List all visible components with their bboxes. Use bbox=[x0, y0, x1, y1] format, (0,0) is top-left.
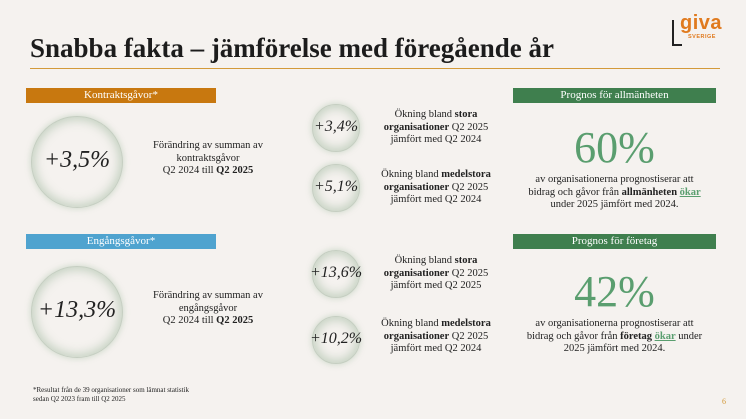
single-desc-line1: Förändring av summan av bbox=[153, 290, 263, 301]
company-forecast-percent: 42% bbox=[574, 267, 655, 316]
contract-large-l2: Q2 2025 bbox=[449, 121, 489, 133]
contract-large-description: Ökning bland stora organisationer Q2 202… bbox=[366, 109, 506, 147]
contract-medium-l2-bold: organisationer bbox=[383, 181, 450, 193]
contract-total-description: Förändring av summan av kontraktsgåvor Q… bbox=[138, 140, 278, 178]
contract-desc-line3: Q2 2024 till bbox=[162, 165, 217, 176]
contract-desc-line1: Förändring av summan av bbox=[153, 140, 263, 151]
footnote: *Resultat från de 39 organisationer som … bbox=[33, 386, 189, 404]
logo-subtitle: SVERIGE bbox=[688, 34, 716, 40]
contract-medium-description: Ökning bland medelstora organisationer Q… bbox=[366, 169, 506, 207]
page-number: 6 bbox=[722, 397, 726, 406]
single-desc-line2: engångsgåvor bbox=[178, 302, 238, 314]
contract-medium-l2: Q2 2025 bbox=[449, 181, 489, 193]
page-title: Snabba fakta – jämförelse med föregående… bbox=[30, 33, 554, 63]
public-forecast-banner: Prognos för allmänheten bbox=[513, 88, 716, 103]
contract-medium-ring: +5,1% bbox=[312, 164, 360, 212]
single-medium-l3: jämfört med Q2 2024 bbox=[390, 343, 482, 354]
single-medium-ring: +10,2% bbox=[310, 316, 362, 364]
public-forecast-l2b: allmänheten bbox=[621, 186, 678, 198]
contract-total-value: +3,5% bbox=[43, 147, 111, 173]
logo-hook-icon bbox=[672, 20, 682, 46]
logo-name: giva bbox=[680, 12, 723, 34]
company-forecast-l2b: företag bbox=[620, 330, 652, 342]
single-large-l2: Q2 2025 bbox=[449, 267, 489, 279]
public-forecast-l3: under 2025 jämfört med 2024. bbox=[550, 199, 679, 210]
footnote-line2: sedan Q2 2023 fram till Q2 2025 bbox=[33, 395, 126, 403]
single-desc-line3: Q2 2024 till bbox=[162, 315, 217, 326]
public-forecast-text: av organisationerna prognostiserar att b… bbox=[513, 174, 716, 212]
single-large-ring: +13,6% bbox=[310, 250, 362, 298]
single-large-value: +13,6% bbox=[309, 264, 363, 281]
company-forecast-l1: av organisationerna prognostiserar att bbox=[535, 318, 694, 329]
single-medium-l1-bold: medelstora bbox=[441, 318, 491, 329]
title-divider bbox=[30, 68, 720, 69]
single-large-l3: jämfört med Q2 2025 bbox=[390, 280, 482, 291]
contract-large-l2-bold: organisationer bbox=[383, 121, 450, 133]
public-forecast-increase: ökar bbox=[679, 186, 701, 198]
single-medium-l2-bold: organisationer bbox=[383, 330, 450, 342]
contract-large-l3: jämfört med Q2 2024 bbox=[390, 134, 482, 145]
contract-large-ring: +3,4% bbox=[312, 104, 360, 152]
public-forecast-l1: av organisationerna prognostiserar att bbox=[535, 174, 694, 185]
contract-medium-l1: Ökning bland bbox=[381, 169, 442, 180]
contract-desc-line2: kontraktsgåvor bbox=[176, 152, 240, 164]
public-forecast-l2a: bidrag och gåvor från bbox=[528, 186, 622, 198]
single-medium-value: +10,2% bbox=[309, 330, 363, 347]
single-large-l2-bold: organisationer bbox=[383, 267, 450, 279]
single-gifts-banner: Engångsgåvor* bbox=[26, 234, 216, 249]
single-total-description: Förändring av summan av engångsgåvor Q2 … bbox=[138, 290, 278, 328]
company-forecast-l3: 2025 jämfört med 2024. bbox=[563, 343, 666, 354]
company-forecast-l2a: bidrag och gåvor från bbox=[526, 330, 621, 342]
single-medium-l1: Ökning bland bbox=[381, 318, 442, 329]
company-forecast-increase: ökar bbox=[654, 330, 676, 342]
contract-medium-value: +5,1% bbox=[313, 178, 359, 195]
company-forecast-l2d: under bbox=[675, 330, 703, 342]
single-medium-description: Ökning bland medelstora organisationer Q… bbox=[366, 318, 506, 356]
public-forecast-percent: 60% bbox=[574, 123, 655, 172]
contract-medium-l1-bold: medelstora bbox=[441, 169, 491, 180]
single-large-l1: Ökning bland bbox=[394, 255, 455, 266]
contract-large-l1-bold: stora bbox=[454, 109, 478, 120]
contract-desc-period: Q2 2025 bbox=[216, 165, 254, 176]
single-large-description: Ökning bland stora organisationer Q2 202… bbox=[366, 255, 506, 293]
contract-large-value: +3,4% bbox=[313, 118, 359, 135]
company-forecast-banner: Prognos för företag bbox=[513, 234, 716, 249]
single-medium-l2: Q2 2025 bbox=[449, 330, 489, 342]
contract-gifts-banner: Kontraktsgåvor* bbox=[26, 88, 216, 103]
giva-logo: giva SVERIGE bbox=[670, 10, 732, 50]
company-forecast-text: av organisationerna prognostiserar att b… bbox=[513, 318, 716, 356]
contract-total-ring: +3,5% bbox=[31, 116, 123, 208]
footnote-line1: *Resultat från de 39 organisationer som … bbox=[33, 386, 189, 394]
single-desc-period: Q2 2025 bbox=[216, 315, 254, 326]
single-total-ring: +13,3% bbox=[31, 266, 123, 358]
contract-large-l1: Ökning bland bbox=[394, 109, 455, 120]
single-total-value: +13,3% bbox=[37, 297, 117, 323]
single-large-l1-bold: stora bbox=[454, 255, 478, 266]
contract-medium-l3: jämfört med Q2 2024 bbox=[390, 194, 482, 205]
